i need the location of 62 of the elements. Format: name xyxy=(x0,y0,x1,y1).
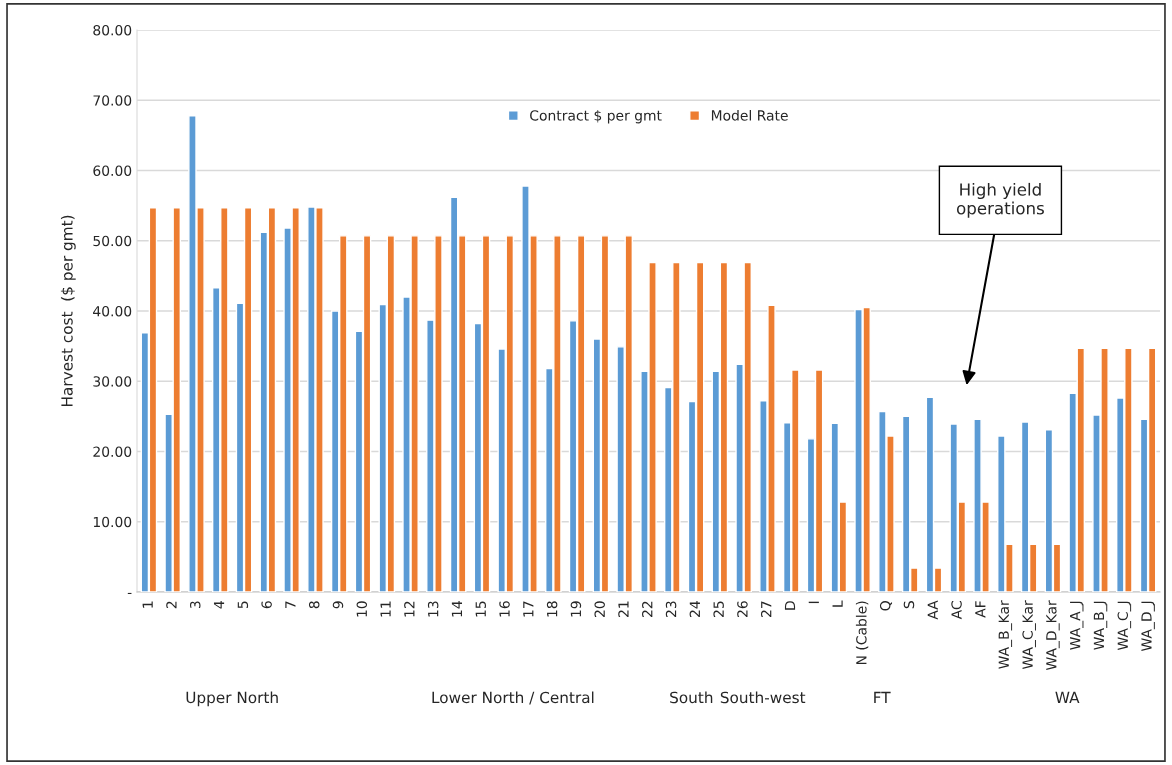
x-tick-label: 26 xyxy=(737,601,748,617)
x-tick-label: 1 xyxy=(142,601,153,608)
x-tick-label: 19 xyxy=(570,601,582,617)
x-tick-label: 16 xyxy=(499,601,510,617)
x-tick-label: L xyxy=(832,600,843,607)
y-tick-label: 50.00 xyxy=(93,235,132,247)
x-tick-label: 13 xyxy=(427,601,439,617)
y-tick-label: 70.00 xyxy=(93,95,132,106)
x-tick-label: 11 xyxy=(380,601,391,617)
x-tick-label: 21 xyxy=(618,601,629,617)
x-tick-label: 12 xyxy=(404,601,415,617)
x-tick-label: 10 xyxy=(356,601,368,617)
x-tick-label: WA_A_J xyxy=(1070,601,1084,650)
x-tick-label: 8 xyxy=(308,601,320,609)
y-tick-label: - xyxy=(127,592,132,595)
y-tick-label: 10.00 xyxy=(93,516,132,528)
x-tick-label: 20 xyxy=(594,601,605,617)
x-tick-label: I xyxy=(808,601,819,604)
x-tick-label: AC xyxy=(951,601,962,620)
x-tick-label: AA xyxy=(927,600,938,620)
y-tick-label: 80.00 xyxy=(93,24,132,36)
x-tick-label: 4 xyxy=(213,601,225,609)
x-tick-label: 17 xyxy=(523,601,534,617)
text: South xyxy=(670,691,713,704)
x-tick-label: 27 xyxy=(760,601,772,617)
x-tick-label: 24 xyxy=(689,601,700,617)
x-tick-label: D xyxy=(784,601,796,610)
x-tick-label: S xyxy=(903,601,915,609)
text: FT xyxy=(874,691,891,703)
x-tick-label: AF xyxy=(975,601,986,618)
x-tick-label: 22 xyxy=(642,601,653,617)
x-tick-label: Q xyxy=(879,601,893,611)
x-tick-label: WA_B_Kar xyxy=(998,600,1013,669)
y-axis-title: Harvest cost ($ per gmt) xyxy=(60,215,76,407)
x-tick-label: 15 xyxy=(475,601,486,617)
y-tick-label: 20.00 xyxy=(93,446,132,457)
text: WA xyxy=(1055,691,1080,703)
x-tick-label: WA_B_J xyxy=(1093,601,1108,650)
x-tick-label: WA_C_J xyxy=(1117,601,1132,651)
x-tick-label: 14 xyxy=(451,601,463,617)
y-tick-label: 30.00 xyxy=(93,376,132,387)
x-tick-label: 7 xyxy=(285,601,296,609)
x-tick-label: 25 xyxy=(713,601,724,617)
text: Upper North xyxy=(186,691,278,707)
x-tick-label: 18 xyxy=(546,601,558,617)
x-tick-label: WA_D_J xyxy=(1141,601,1155,652)
y-tick-label: 60.00 xyxy=(93,165,132,176)
x-tick-label: N (Cable) xyxy=(855,601,869,665)
text: Lower North / Central xyxy=(432,691,594,705)
x-tick-label: WA_D_Kar xyxy=(1046,600,1060,671)
legend-label: Model Rate xyxy=(711,109,788,121)
y-tick-label: 40.00 xyxy=(93,305,132,317)
legend-label: Contract $ per gmt xyxy=(530,109,662,124)
x-tick-label: 2 xyxy=(166,601,177,609)
x-tick-label: 6 xyxy=(261,601,272,609)
x-tick-label: 9 xyxy=(332,601,344,609)
annotation: High yield operations xyxy=(956,182,1044,218)
x-tick-label: WA_C_Kar xyxy=(1022,600,1036,670)
x-tick-label: 23 xyxy=(665,601,677,617)
x-tick-label: 5 xyxy=(237,601,249,609)
text: South-west xyxy=(720,691,806,704)
x-tick-label: 3 xyxy=(190,601,201,609)
